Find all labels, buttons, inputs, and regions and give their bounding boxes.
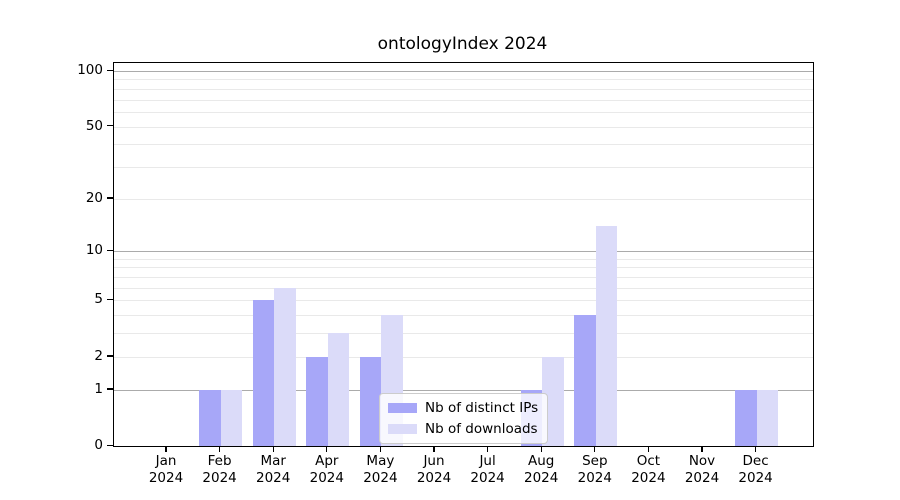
xtick-mark-may [379,446,382,452]
ytick-mark-0 [107,444,113,446]
xtick-label-jun: Jun 2024 [416,453,452,486]
ytick-mark-50 [107,125,113,127]
legend: Nb of distinct IPs Nb of downloads [379,393,549,444]
gridline-major-10 [114,251,813,253]
gridline-minor-80 [114,88,813,90]
xtick-label-apr: Apr 2024 [309,453,344,486]
gridline-minor-5 [114,300,813,302]
bar-nb-of-downloads-dec [756,389,779,446]
ytick-mark-10 [107,249,113,252]
ytick-label-100: 100 [77,62,103,78]
xtick-mark-oct [647,446,650,452]
gridline-minor-30 [114,166,813,168]
ytick-mark-20 [107,197,113,199]
gridline-minor-8 [114,267,813,269]
legend-entry-downloads: Nb of downloads [388,421,538,437]
xtick-mark-nov [701,446,703,452]
xtick-mark-dec [754,446,757,452]
gridline-major-100 [114,71,813,72]
xtick-label-feb: Feb 2024 [202,453,237,486]
ytick-label-10: 10 [85,242,103,259]
legend-label-distinct-ips: Nb of distinct IPs [425,400,539,416]
ytick-mark-100 [107,69,113,71]
bar-nb-of-downloads-sep [595,225,618,446]
gridline-minor-70 [114,99,813,101]
bar-nb-of-distinct-ips-feb [199,389,221,446]
bar-nb-of-distinct-ips-dec [735,389,757,446]
xtick-mark-mar [272,446,274,452]
bar-nb-of-downloads-apr [327,333,350,446]
ytick-label-2: 2 [94,347,103,364]
xtick-mark-apr [326,446,328,452]
gridline-minor-60 [114,111,813,113]
gridline-minor-4 [114,315,813,317]
gridline-minor-40 [114,144,813,146]
xtick-label-dec: Dec 2024 [738,453,773,486]
gridline-minor-9 [114,258,813,260]
xtick-label-oct: Oct 2024 [631,453,666,486]
bar-nb-of-distinct-ips-sep [574,315,596,446]
xtick-label-mar: Mar 2024 [256,453,291,486]
ytick-mark-5 [107,298,113,301]
gridline-minor-6 [114,287,813,289]
chart-title: ontologyIndex 2024 [377,34,548,54]
ytick-mark-2 [107,355,113,357]
gridline-major-1 [114,389,813,391]
gridline-minor-7 [114,277,813,279]
xtick-label-may: May 2024 [363,453,398,486]
ytick-mark-1 [107,388,113,390]
bar-nb-of-distinct-ips-apr [306,356,328,446]
legend-label-downloads: Nb of downloads [425,421,538,437]
xtick-label-jul: Jul 2024 [470,453,505,486]
bar-nb-of-distinct-ips-may [359,356,382,446]
gridline-minor-50 [114,126,813,128]
ytick-label-1: 1 [94,380,103,397]
xtick-mark-jun [433,446,435,452]
ytick-label-0: 0 [94,437,103,453]
xtick-mark-jul [486,446,489,452]
bar-nb-of-distinct-ips-mar [252,300,275,446]
ytick-label-5: 5 [94,291,103,308]
legend-swatch-downloads [388,424,417,434]
xtick-label-nov: Nov 2024 [684,453,720,486]
gridline-minor-20 [114,198,813,200]
xtick-mark-jan [165,446,167,452]
xtick-mark-sep [594,446,596,452]
xtick-label-aug: Aug 2024 [524,453,559,486]
plot-area: Nb of distinct IPs Nb of downloads [113,62,814,447]
ytick-label-20: 20 [85,189,103,206]
xtick-mark-feb [218,446,221,452]
xtick-mark-aug [540,446,542,452]
gridline-minor-2 [114,356,813,358]
legend-swatch-distinct-ips [388,403,417,413]
ytick-label-50: 50 [85,117,103,134]
legend-entry-distinct-ips: Nb of distinct IPs [388,400,538,416]
gridline-minor-3 [114,333,813,335]
xtick-label-sep: Sep 2024 [577,453,612,486]
gridline-minor-90 [114,79,813,81]
bar-nb-of-downloads-feb [220,389,243,446]
bar-nb-of-downloads-mar [274,287,296,446]
xtick-label-jan: Jan 2024 [148,453,184,486]
